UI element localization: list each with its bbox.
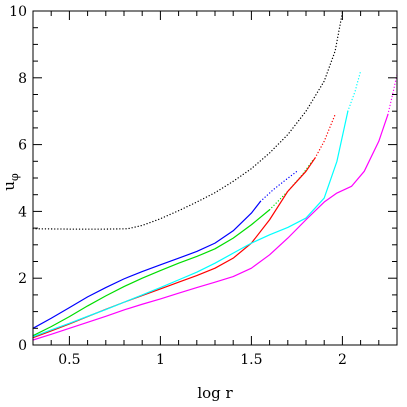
x-axis-label: log r [197,384,233,402]
series-line [32,113,389,341]
series-line-dotted [268,158,314,211]
series-line-dotted [259,170,298,203]
y-tick-label: 10 [9,4,27,20]
y-axis-label-subscript: φ [8,173,21,181]
series-line [32,209,271,337]
series-2 [32,170,298,329]
y-tick-label: 0 [18,338,27,354]
series-line [32,157,316,339]
x-tick-label: 1.5 [240,352,262,368]
series-line-dotted [314,113,336,159]
axes-layer: 0.5 1 1.5 2 0 2 4 6 8 10 [9,4,398,368]
series-6 [32,73,398,341]
plot-frame [32,10,398,346]
y-tick-label: 6 [18,138,27,154]
series-line [32,110,349,338]
x-tick-label: 0.5 [58,352,80,368]
series-line-dotted [32,12,344,230]
y-axis-label: uφ [0,173,21,191]
y-tick-label: 2 [18,271,27,287]
series-line-dotted [347,70,362,112]
series-layer [32,12,398,341]
series-3 [32,158,314,337]
x-tick-label: 2 [338,352,347,368]
y-tick-label: 8 [18,71,27,87]
y-axis-label-group: uφ [0,173,21,191]
series-5 [32,70,362,338]
series-1 [32,12,344,230]
y-axis-label-main: u [0,181,18,191]
y-tick-label: 4 [18,204,27,220]
x-tick-label: 1 [156,352,165,368]
series-line [32,200,262,329]
